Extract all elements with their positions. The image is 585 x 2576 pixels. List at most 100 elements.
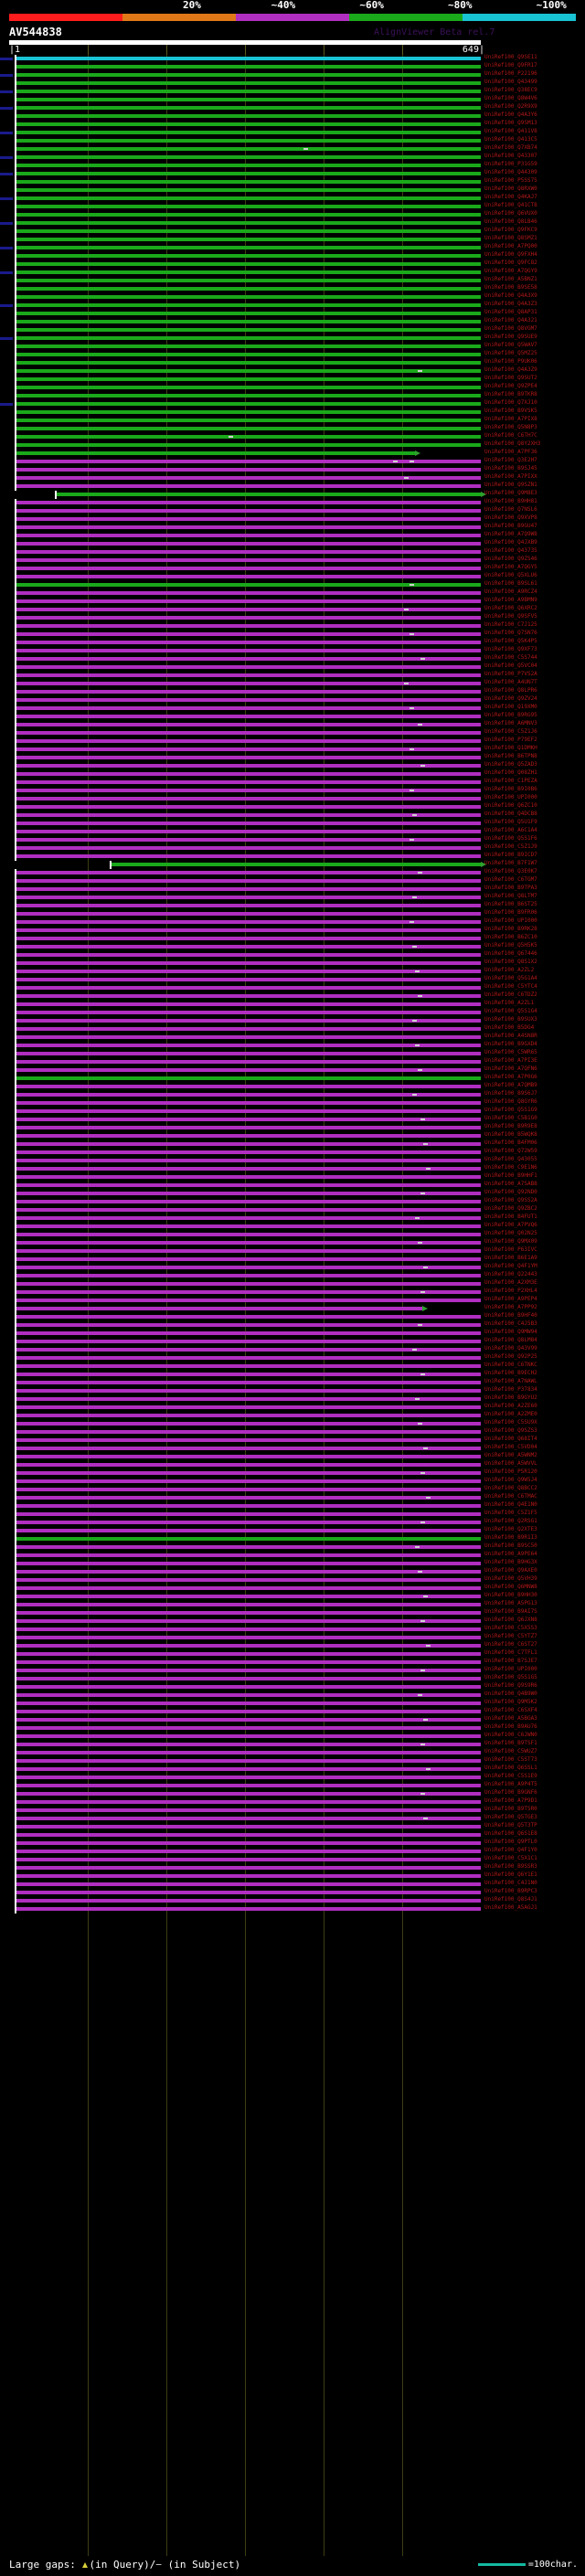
hsp-bar[interactable]	[16, 1693, 481, 1697]
hsp-bar[interactable]	[16, 509, 481, 513]
hsp-bar[interactable]	[16, 986, 481, 990]
hsp-bar[interactable]	[16, 1891, 481, 1894]
hsp-bar[interactable]	[16, 287, 481, 291]
alignment-row[interactable]: UniRef100_Q4B9W0	[0, 1691, 585, 1700]
hsp-bar[interactable]	[16, 970, 481, 973]
alignment-row[interactable]: UniRef100_A7QFN6	[0, 1065, 585, 1075]
alignment-row[interactable]: UniRef100_A5BNZ1	[0, 276, 585, 285]
hsp-bar[interactable]	[16, 904, 481, 907]
alignment-row[interactable]: UniRef100_Q2RSG1	[0, 1518, 585, 1527]
alignment-row[interactable]: UniRef100_Q9FKC9	[0, 227, 585, 236]
alignment-row[interactable]: UniRef100_Q5WAV7	[0, 342, 585, 351]
hsp-bar[interactable]	[16, 460, 481, 463]
alignment-row[interactable]: UniRef100_Q9AXE0	[0, 1567, 585, 1576]
hsp-bar[interactable]	[16, 1636, 481, 1639]
hit-id-label[interactable]: UniRef100_Q5T3TP	[484, 1822, 537, 1829]
hsp-bar[interactable]	[16, 1553, 481, 1557]
hsp-bar[interactable]	[16, 920, 481, 924]
hsp-bar[interactable]	[16, 1595, 481, 1598]
alignment-row[interactable]: UniRef100_Q4DCB8	[0, 811, 585, 820]
hit-id-label[interactable]: UniRef100_Q7SN76	[484, 630, 537, 636]
hsp-bar[interactable]	[16, 879, 481, 883]
hsp-bar[interactable]	[16, 188, 481, 192]
alignment-row[interactable]: UniRef100_Q5XLU6	[0, 572, 585, 581]
alignment-row[interactable]: UniRef100_Q6VUX0	[0, 210, 585, 219]
alignment-row[interactable]: UniRef100_UPI000	[0, 794, 585, 803]
hit-id-label[interactable]: UniRef100_B9SJ45	[484, 465, 537, 472]
hsp-bar[interactable]	[16, 1101, 481, 1105]
hit-id-label[interactable]: UniRef100_B9HG3X	[484, 1559, 537, 1565]
hsp-bar[interactable]	[16, 1405, 481, 1409]
hit-id-label[interactable]: UniRef100_Q68IT4	[484, 1436, 537, 1442]
alignment-row[interactable]: UniRef100_B9FR06	[0, 909, 585, 918]
hit-id-label[interactable]: UniRef100_P63IVC	[484, 1246, 537, 1253]
hit-id-label[interactable]: UniRef100_B9SE58	[484, 284, 537, 291]
alignment-row[interactable]: UniRef100_Q8S4J1	[0, 1896, 585, 1905]
hit-id-label[interactable]: UniRef100_Q8RXW0	[484, 186, 537, 192]
alignment-row[interactable]: UniRef100_B6ZC10	[0, 934, 585, 943]
hit-id-label[interactable]: UniRef100_A2ZL1	[484, 1000, 535, 1006]
alignment-row[interactable]: UniRef100_Q9SM13	[0, 120, 585, 129]
hit-id-label[interactable]: UniRef100_Q4A3Z9	[484, 366, 537, 373]
hsp-bar[interactable]	[16, 1850, 481, 1853]
hit-id-label[interactable]: UniRef100_C6TNKC	[484, 1362, 537, 1368]
hit-id-label[interactable]: UniRef100_Q9AXE0	[484, 1567, 537, 1574]
alignment-row[interactable]: UniRef100_Q08ZH1	[0, 769, 585, 779]
alignment-row[interactable]: UniRef100_Q9PTL0	[0, 1839, 585, 1848]
hit-id-label[interactable]: UniRef100_A9BMN9	[484, 597, 537, 603]
hit-id-label[interactable]: UniRef100_B6ST25	[484, 901, 537, 907]
hsp-bar[interactable]	[16, 896, 481, 899]
alignment-row[interactable]: UniRef100_Q8W4V6	[0, 95, 585, 104]
hit-id-label[interactable]: UniRef100_A7PP92	[484, 1304, 537, 1310]
hit-id-label[interactable]: UniRef100_Q7NSL6	[484, 506, 537, 513]
alignment-row[interactable]: UniRef100_P37834	[0, 1386, 585, 1395]
hsp-bar[interactable]	[16, 1414, 481, 1417]
alignment-row[interactable]: UniRef100_Q9SZN1	[0, 482, 585, 491]
alignment-row[interactable]: UniRef100_B9AI7S	[0, 1608, 585, 1617]
hit-id-label[interactable]: UniRef100_Q8BCC2	[484, 1485, 537, 1491]
hit-id-label[interactable]: UniRef100_B6TPN8	[484, 753, 537, 759]
alignment-row[interactable]: UniRef100_Q6JXN8	[0, 1617, 585, 1626]
hsp-bar[interactable]	[16, 1471, 481, 1475]
hit-id-label[interactable]: UniRef100_B4FM06	[484, 1140, 537, 1146]
alignment-row[interactable]: UniRef100_A7NAWL	[0, 1378, 585, 1387]
hit-id-label[interactable]: UniRef100_Q8S1X2	[484, 959, 537, 965]
hit-id-label[interactable]: UniRef100_B9GNF6	[484, 1789, 537, 1796]
hsp-bar[interactable]	[16, 1208, 481, 1212]
hit-id-label[interactable]: UniRef100_Q8W4V6	[484, 95, 537, 101]
hsp-bar[interactable]	[16, 427, 481, 430]
alignment-row[interactable]: UniRef100_Q4F1Y0	[0, 1847, 585, 1856]
hit-id-label[interactable]: UniRef100_UPI000	[484, 917, 537, 924]
hsp-bar[interactable]	[16, 1759, 481, 1763]
alignment-row[interactable]: UniRef100_Q7SN76	[0, 630, 585, 639]
hsp-bar[interactable]	[16, 1817, 481, 1820]
alignment-row[interactable]: UniRef100_Q7NSL6	[0, 506, 585, 515]
alignment-row[interactable]: UniRef100_Q9MW94	[0, 1329, 585, 1338]
hsp-bar[interactable]	[16, 854, 481, 858]
hit-id-label[interactable]: UniRef100_Q5G1A4	[484, 975, 537, 981]
hsp-bar[interactable]	[16, 1685, 481, 1689]
hit-id-label[interactable]: UniRef100_Q5WAV7	[484, 342, 537, 348]
hit-id-label[interactable]: UniRef100_Q9SUT2	[484, 375, 537, 381]
hit-id-label[interactable]: UniRef100_Q5TGE3	[484, 1814, 537, 1820]
hsp-bar[interactable]	[16, 608, 481, 611]
hsp-bar[interactable]	[16, 361, 481, 365]
alignment-row[interactable]: UniRef100_Q5S1G4	[0, 1008, 585, 1017]
alignment-row[interactable]: UniRef100_B7F1W7	[0, 860, 585, 869]
hit-id-label[interactable]: UniRef100_Q4A3X9	[484, 292, 537, 299]
hit-id-label[interactable]: UniRef100_C5Z1J6	[484, 728, 537, 735]
hsp-bar[interactable]	[16, 1899, 481, 1903]
hit-id-label[interactable]: UniRef100_A4SN8R	[484, 1033, 537, 1039]
hit-id-label[interactable]: UniRef100_A6C1A4	[484, 827, 537, 833]
alignment-row[interactable]: UniRef100_A7P9D1	[0, 1797, 585, 1807]
hsp-bar[interactable]	[16, 1611, 481, 1615]
alignment-row[interactable]: UniRef100_Q9MX09	[0, 1238, 585, 1247]
hit-id-label[interactable]: UniRef100_Q4E1N0	[484, 1501, 537, 1508]
alignment-row[interactable]: UniRef100_B6ST25	[0, 901, 585, 910]
alignment-row[interactable]: UniRef100_C1PEZA	[0, 778, 585, 787]
alignment-row[interactable]: UniRef100_A2ZME0	[0, 1411, 585, 1420]
alignment-row[interactable]: UniRef100_B9SL61	[0, 580, 585, 589]
hsp-bar[interactable]	[16, 912, 481, 916]
alignment-row[interactable]: UniRef100_Q9W5J4	[0, 1477, 585, 1486]
hsp-bar[interactable]	[16, 599, 481, 603]
